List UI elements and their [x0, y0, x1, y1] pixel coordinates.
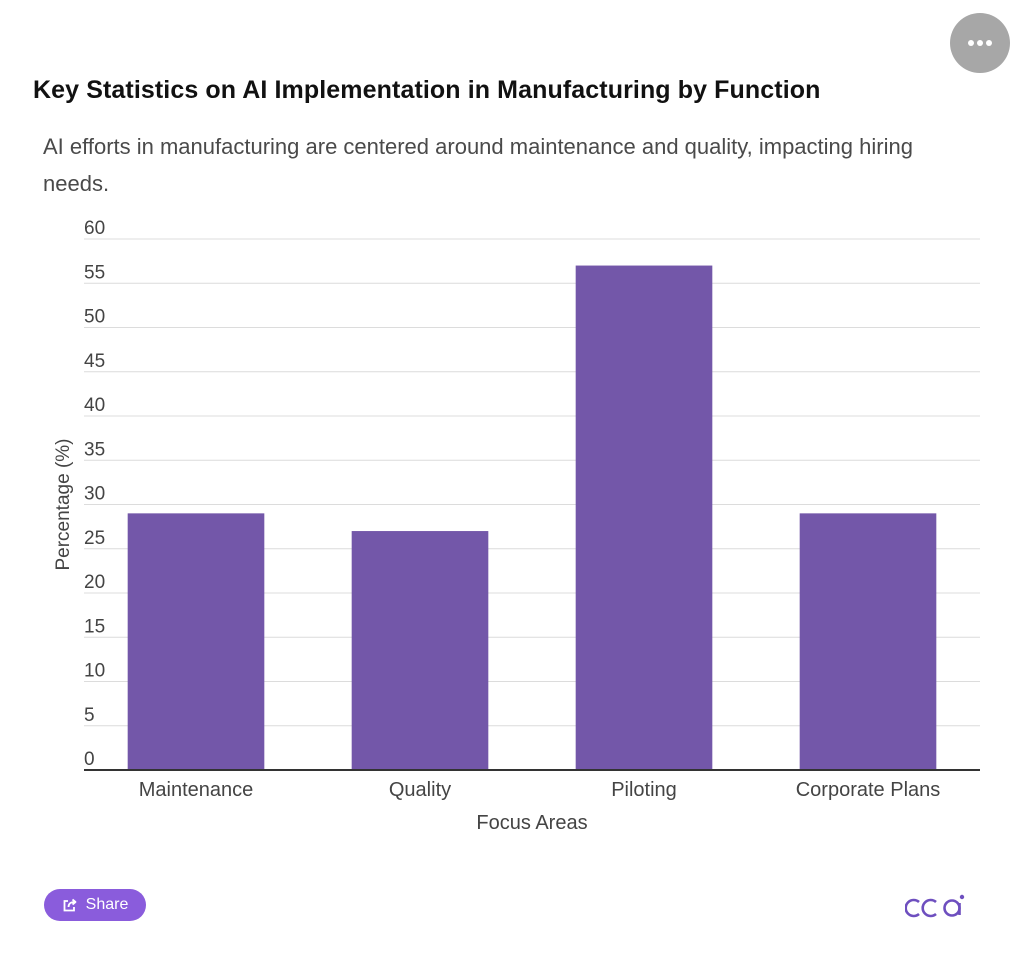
y-tick-label: 35 [84, 439, 105, 460]
cca-logo [905, 894, 965, 918]
y-tick-label: 50 [84, 307, 105, 328]
y-tick-label: 60 [84, 218, 105, 239]
y-tick-label: 30 [84, 484, 105, 505]
share-button[interactable]: Share [44, 889, 146, 921]
bar-quality[interactable] [351, 531, 489, 770]
bar-piloting[interactable] [575, 265, 713, 770]
bar-chart: 0 5 10 15 20 25 30 35 40 45 50 55 60 Maintenance Qual… [53, 218, 980, 834]
share-button-label: Share [85, 896, 129, 913]
more-options-button[interactable] [950, 13, 1010, 73]
y-axis-ticks: 0 5 10 15 20 25 30 35 40 45 50 55 60 [84, 218, 105, 770]
y-tick-label: 5 [84, 705, 95, 726]
chart-title: Key Statistics on AI Implementation in M… [33, 76, 821, 104]
y-tick-label: 15 [84, 616, 105, 637]
y-tick-label: 45 [84, 351, 105, 372]
y-tick-label: 40 [84, 395, 105, 416]
bar-maintenance[interactable] [127, 513, 265, 770]
x-tick-label: Maintenance [139, 779, 254, 801]
y-axis-label: Percentage (%) [53, 438, 74, 570]
x-tick-label: Piloting [611, 779, 677, 801]
x-tick-label: Corporate Plans [796, 779, 941, 801]
x-tick-label: Quality [389, 779, 451, 801]
y-tick-label: 55 [84, 262, 105, 283]
y-tick-label: 20 [84, 572, 105, 593]
y-tick-label: 25 [84, 528, 105, 549]
y-tick-label: 0 [84, 749, 95, 770]
share-icon [62, 897, 78, 913]
x-axis-ticks: Maintenance Quality Piloting Corporate Plan… [139, 779, 941, 801]
chart-subtitle: AI efforts in manufacturing are centered… [43, 134, 913, 196]
y-tick-label: 10 [84, 661, 105, 682]
bar-corporate-plans[interactable] [799, 513, 937, 770]
x-axis-label: Focus Areas [476, 812, 587, 834]
more-horizontal-icon [968, 40, 992, 46]
bars [127, 265, 937, 770]
